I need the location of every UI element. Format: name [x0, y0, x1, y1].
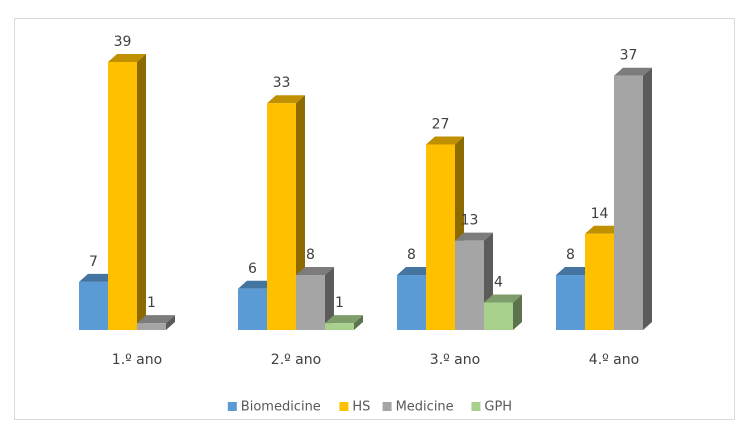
legend: Biomedicine HS Medicine GPH — [227, 400, 512, 415]
legend-swatch — [339, 402, 349, 411]
bar-front — [296, 275, 325, 330]
bar-top — [108, 54, 146, 62]
data-label: 1 — [147, 295, 156, 311]
bar-front — [455, 240, 484, 330]
legend-label: HS — [352, 400, 370, 415]
bar-top — [397, 267, 435, 276]
legend-swatch — [471, 402, 481, 411]
legend-swatch — [382, 402, 392, 411]
legend-label: GPH — [484, 400, 512, 415]
data-label: 8 — [306, 247, 315, 263]
bar — [296, 267, 334, 330]
data-label: 7 — [89, 254, 98, 270]
bar — [137, 315, 175, 330]
bar-front — [238, 288, 267, 330]
bar-top — [296, 267, 334, 276]
bar-top — [325, 315, 363, 324]
x-tick-label: 1.º ano — [112, 352, 162, 368]
bar-side — [354, 315, 363, 330]
bar-top — [238, 280, 276, 289]
data-label: 4 — [494, 275, 503, 291]
legend-label: Medicine — [396, 400, 454, 415]
bar — [455, 232, 493, 330]
bar-front — [397, 275, 426, 330]
legend-label: Biomedicine — [241, 400, 321, 415]
bar-side — [325, 267, 334, 330]
legend-swatch — [227, 402, 237, 411]
bar-top — [556, 267, 594, 276]
x-tick-label: 3.º ano — [430, 352, 480, 368]
bar-side — [643, 67, 652, 330]
bar-front — [484, 302, 513, 330]
bar-front — [79, 281, 108, 330]
bar-side — [513, 294, 522, 330]
bar-top — [79, 273, 117, 282]
data-label: 39 — [114, 34, 132, 50]
bar-top — [614, 67, 652, 76]
bar — [484, 294, 522, 330]
data-label: 37 — [620, 48, 638, 64]
bar-front — [325, 323, 354, 330]
data-label: 8 — [407, 247, 416, 263]
bar-side — [137, 54, 146, 330]
data-label: 1 — [335, 295, 344, 311]
bar-front — [137, 323, 166, 330]
bar-front — [108, 62, 137, 330]
data-label: 6 — [248, 261, 257, 277]
bar-side — [166, 315, 175, 330]
bar-front — [267, 103, 296, 330]
bar — [108, 54, 146, 330]
bar — [614, 67, 652, 330]
bar-front — [585, 233, 614, 330]
bar-top — [267, 95, 305, 104]
bar-front — [426, 144, 455, 330]
bar-top — [137, 315, 175, 324]
bar-top — [484, 294, 522, 303]
bar-top — [455, 232, 493, 241]
bar-top — [426, 136, 464, 145]
bar — [325, 315, 363, 330]
x-tick-label: 4.º ano — [589, 352, 639, 368]
data-label: 13 — [461, 213, 479, 229]
bar-top — [585, 225, 623, 234]
bar-front — [614, 75, 643, 330]
data-label: 27 — [432, 116, 450, 132]
data-label: 14 — [591, 206, 609, 222]
x-tick-label: 2.º ano — [271, 352, 321, 368]
bar-front — [556, 275, 585, 330]
data-label: 33 — [273, 75, 291, 91]
data-label: 8 — [566, 247, 575, 263]
